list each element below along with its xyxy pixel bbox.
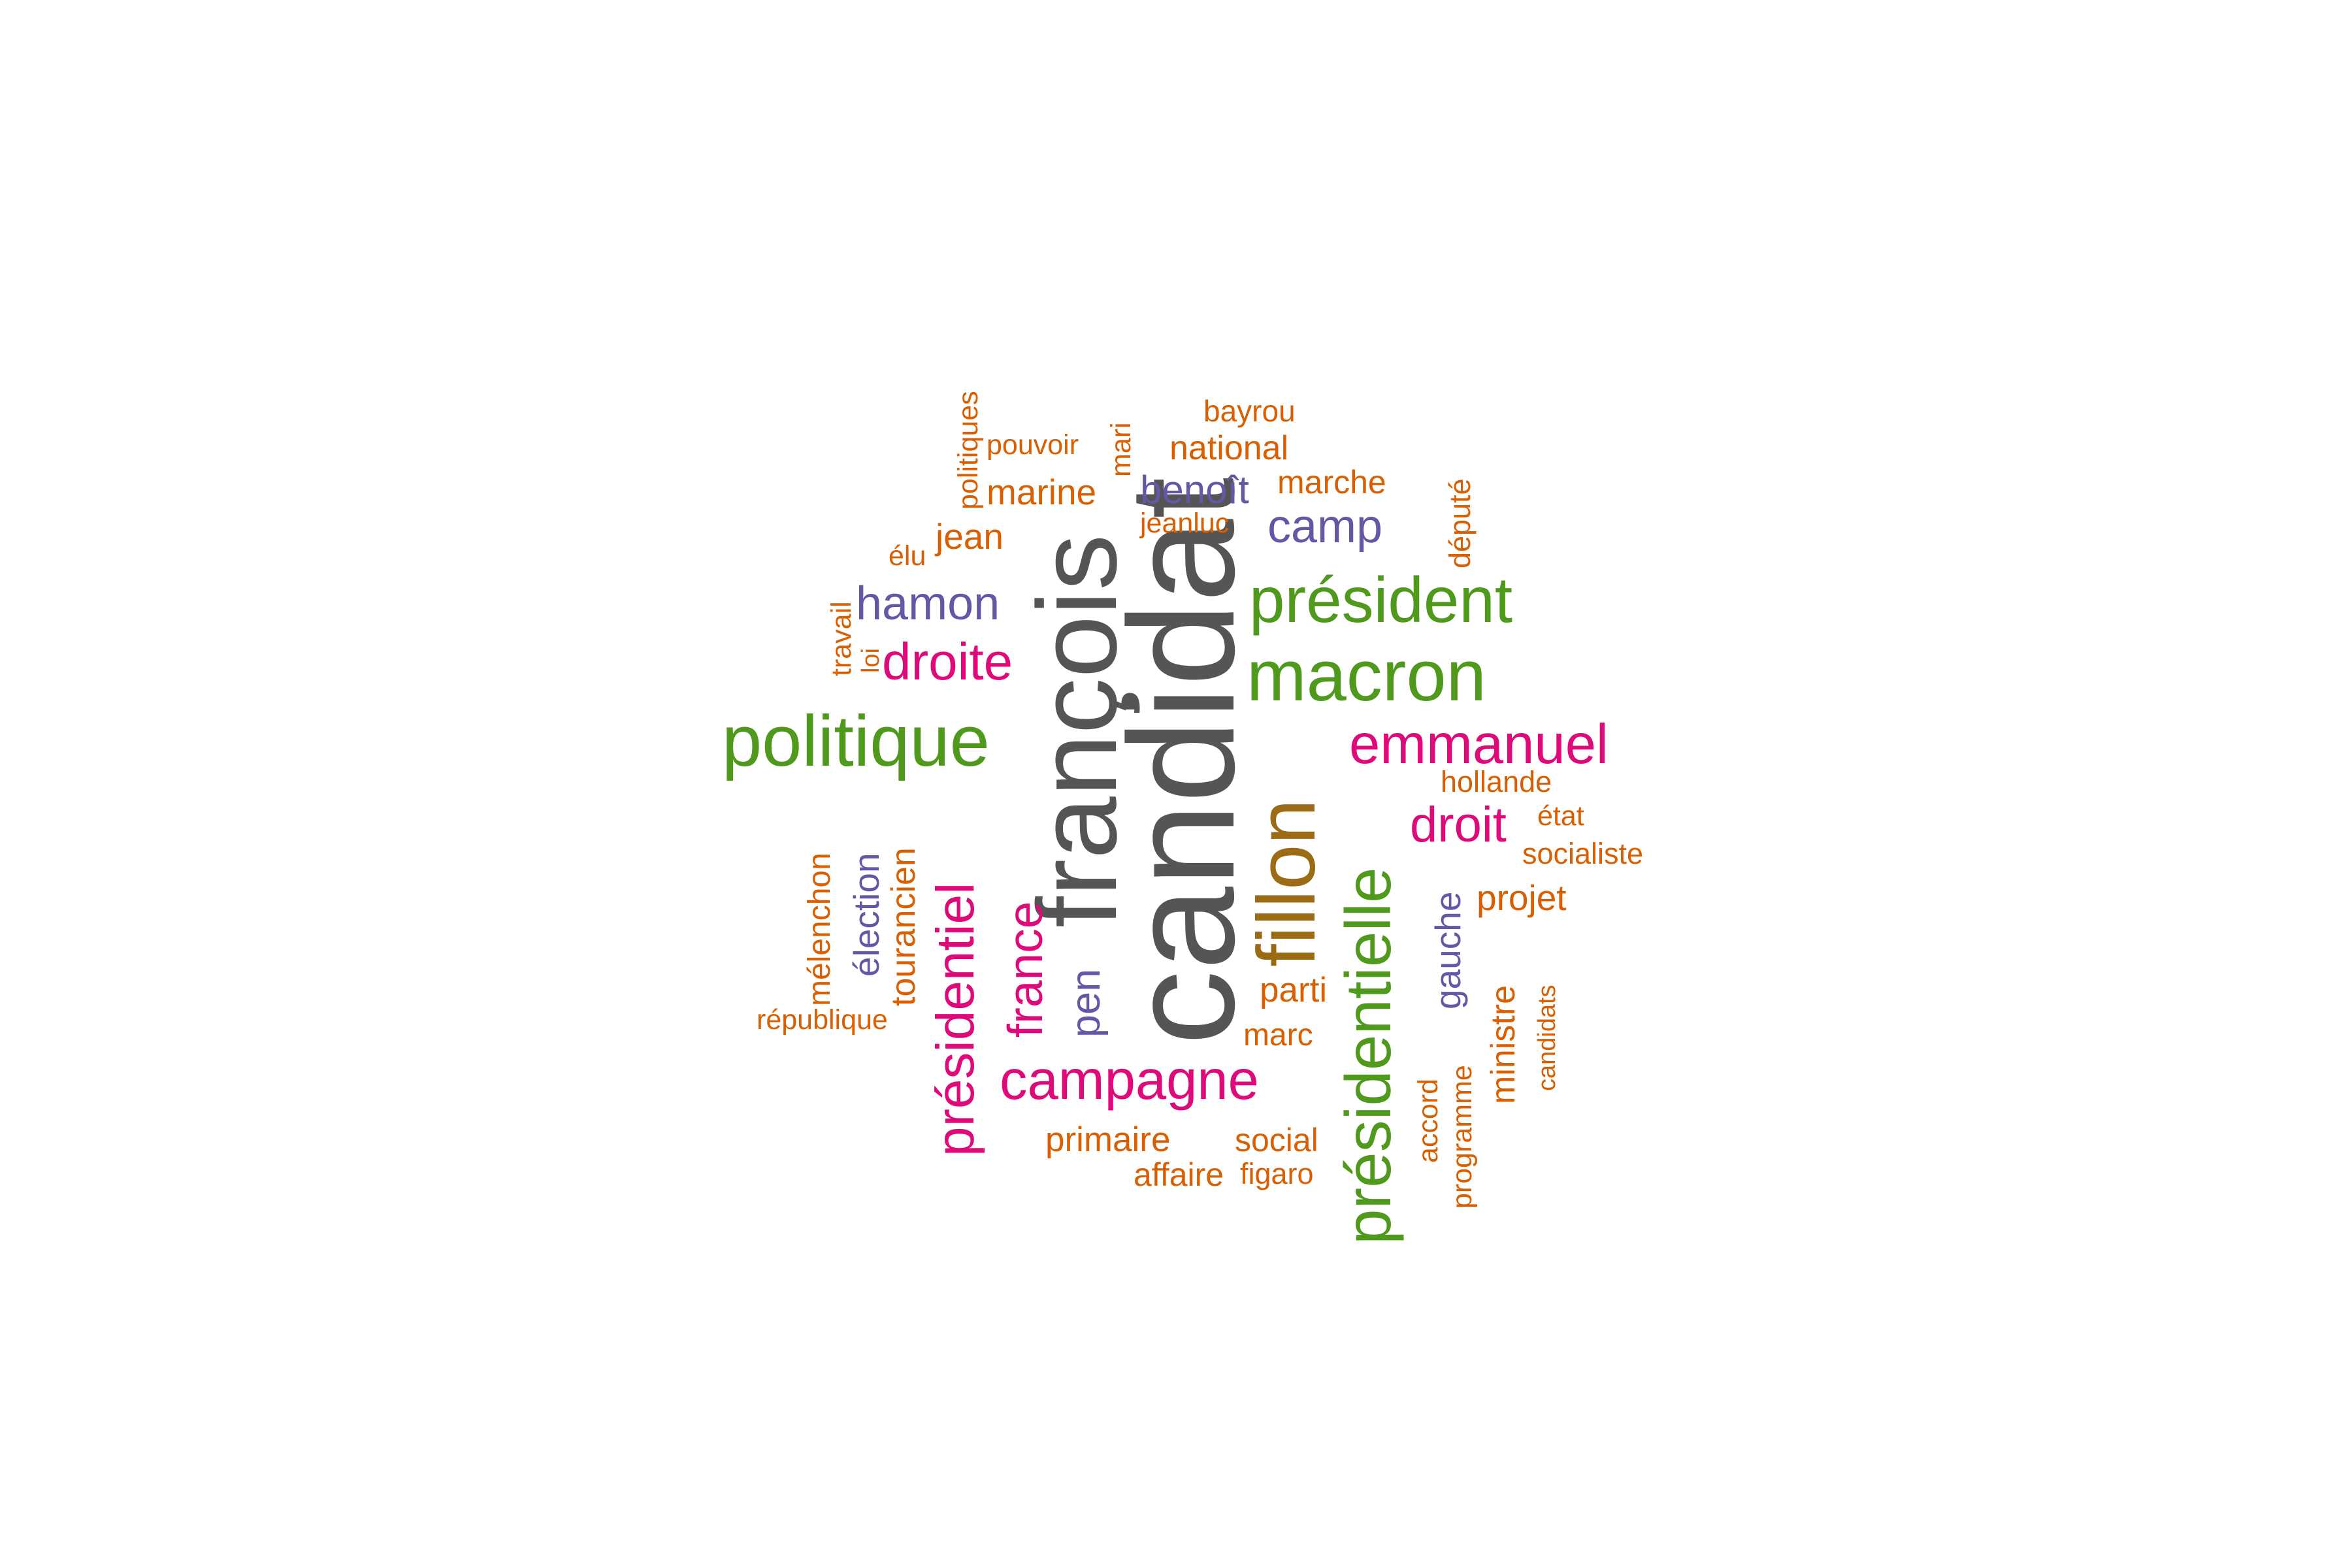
- word-francois: françois: [1015, 534, 1140, 928]
- word-france: france: [998, 902, 1053, 1037]
- word-elu: élu: [889, 540, 926, 572]
- word-accord: accord: [1413, 1079, 1444, 1163]
- word-depute: député: [1443, 478, 1477, 568]
- word-gauche: gauche: [1428, 892, 1468, 1009]
- word-affaire: affaire: [1134, 1156, 1224, 1193]
- word-hollande: hollande: [1441, 765, 1552, 798]
- word-marine: marine: [987, 472, 1096, 512]
- word-etat: état: [1537, 800, 1584, 832]
- word-mari: mari: [1105, 422, 1137, 477]
- word-politiques: politiques: [953, 391, 984, 510]
- word-bayrou: bayrou: [1203, 394, 1296, 428]
- word-figaro: figaro: [1240, 1157, 1314, 1190]
- word-marc: marc: [1243, 1018, 1313, 1053]
- word-social: social: [1235, 1122, 1318, 1158]
- word-jean: jean: [934, 516, 1004, 557]
- word-macron: macron: [1247, 636, 1486, 716]
- word-tourancien: tourancien: [885, 847, 923, 1006]
- word-parti: parti: [1260, 971, 1327, 1009]
- word-projet: projet: [1477, 877, 1567, 918]
- word-loi: loi: [857, 648, 885, 673]
- word-emmanuel: emmanuel: [1349, 713, 1609, 776]
- word-hamon: hamon: [856, 578, 1000, 630]
- word-marche: marche: [1277, 464, 1386, 500]
- word-fillon: fillon: [1241, 799, 1332, 967]
- word-election: élection: [846, 853, 887, 977]
- word-presidentielle: présidentielle: [1332, 868, 1404, 1245]
- word-droit: droit: [1410, 797, 1507, 853]
- word-camp: camp: [1267, 500, 1382, 553]
- word-droite: droite: [882, 632, 1013, 691]
- word-presidentiel: présidentiel: [926, 883, 985, 1156]
- word-pouvoir: pouvoir: [987, 429, 1079, 461]
- word-candidat: candidat: [1098, 477, 1266, 1045]
- word-ministre: ministre: [1484, 985, 1522, 1104]
- word-travail: travail: [826, 601, 857, 676]
- word-national: national: [1169, 429, 1288, 467]
- word-jeanluc: jeanluc: [1139, 508, 1229, 539]
- word-republique: république: [757, 1004, 888, 1036]
- word-candidats: candidats: [1533, 985, 1561, 1091]
- word-primaire: primaire: [1045, 1120, 1170, 1159]
- word-pen: pen: [1063, 969, 1109, 1037]
- word-programme: programme: [1446, 1065, 1478, 1209]
- word-campagne: campagne: [1000, 1049, 1259, 1111]
- word-socialiste: socialiste: [1522, 837, 1643, 870]
- word-president: président: [1249, 564, 1512, 636]
- word-benoit: benoît: [1140, 468, 1249, 512]
- word-politique: politique: [722, 701, 990, 781]
- word-melenchon: mélenchon: [802, 853, 837, 1006]
